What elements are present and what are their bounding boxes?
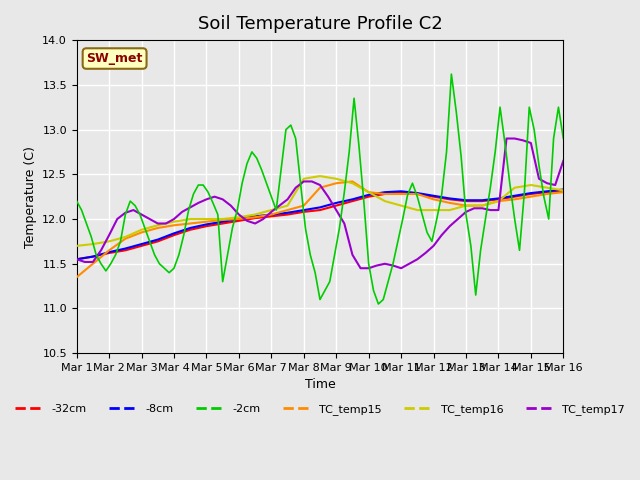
Title: Soil Temperature Profile C2: Soil Temperature Profile C2 bbox=[198, 15, 442, 33]
Text: SW_met: SW_met bbox=[86, 52, 143, 65]
Legend: -32cm, -8cm, -2cm, TC_temp15, TC_temp16, TC_temp17: -32cm, -8cm, -2cm, TC_temp15, TC_temp16,… bbox=[10, 399, 630, 419]
Y-axis label: Temperature (C): Temperature (C) bbox=[24, 146, 36, 248]
X-axis label: Time: Time bbox=[305, 378, 335, 392]
